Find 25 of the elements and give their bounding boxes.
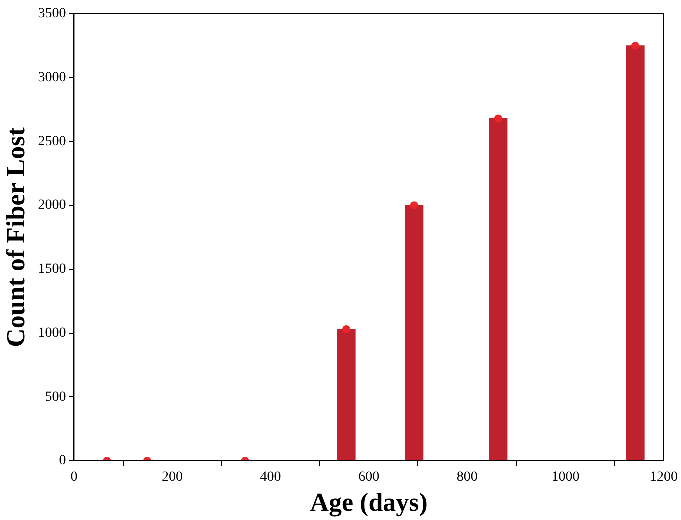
point: [410, 202, 418, 210]
y-tick-label: 0: [59, 454, 66, 469]
y-axis-title: Count of Fiber Lost: [1, 127, 30, 348]
y-tick-label: 2500: [38, 134, 66, 150]
x-tick-label: 200: [162, 470, 183, 486]
x-tick-label: 600: [358, 470, 380, 486]
point: [494, 114, 502, 123]
bar: [489, 118, 508, 461]
point: [631, 42, 640, 50]
y-tick-label: 2000: [38, 198, 66, 214]
y-tick-label: 3000: [38, 70, 66, 86]
y-tick-label: 500: [45, 390, 66, 405]
x-tick-label: 1200: [650, 470, 678, 486]
x-tick-label: 400: [260, 470, 282, 486]
x-tick-label: 0: [70, 470, 78, 486]
point: [342, 325, 350, 334]
bar: [404, 205, 424, 461]
x-tick-label: 800: [456, 470, 478, 486]
x-tick-label: 1000: [552, 470, 580, 486]
x-axis-title: Age (days): [310, 488, 428, 518]
bar: [337, 329, 356, 461]
y-tick-label: 1000: [38, 326, 66, 341]
y-tick-label: 1500: [38, 262, 66, 278]
bar: [626, 46, 645, 461]
y-tick-label: 3500: [38, 6, 66, 22]
